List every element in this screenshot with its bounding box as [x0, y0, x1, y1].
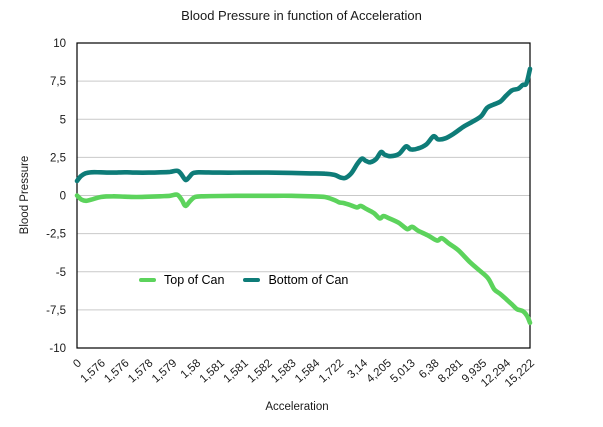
x-axis-title: Acceleration	[265, 401, 329, 413]
x-tick-label-14: 5,013	[388, 357, 417, 385]
legend-item-bottom-of-can: Bottom of Can	[243, 273, 348, 287]
series-line-bottom-of-can	[74, 66, 533, 184]
y-tick-label-6: -5	[56, 267, 66, 279]
y-tick-label-8: -10	[49, 343, 66, 355]
legend-swatch-top-of-can-icon	[139, 278, 156, 282]
x-tick-label-6: 1,581	[198, 357, 227, 385]
x-tick-label-1: 1,576	[78, 357, 107, 385]
x-tick-label-11: 1,722	[317, 357, 346, 385]
x-tick-label-2: 1,576	[102, 357, 131, 385]
x-tick-label-4: 1,579	[150, 357, 179, 385]
y-tick-label-2: 5	[60, 114, 66, 126]
x-tick-label-16: 8,281	[436, 357, 465, 385]
y-tick-label-5: -2,5	[46, 229, 66, 241]
y-tick-label-7: -7,5	[46, 305, 66, 317]
legend-item-top-of-can: Top of Can	[139, 273, 224, 287]
legend-label-top-of-can: Top of Can	[164, 273, 225, 287]
legend-swatch-bottom-of-can-icon	[243, 278, 261, 282]
y-tick-label-3: 2,5	[50, 152, 66, 164]
x-tick-label-13: 4,205	[365, 357, 394, 385]
y-tick-label-0: 10	[53, 38, 66, 50]
x-tick-label-9: 1,583	[269, 357, 298, 385]
x-tick-label-7: 1,581	[221, 357, 250, 385]
x-tick-label-8: 1,582	[245, 357, 274, 385]
x-tick-label-3: 1,578	[126, 357, 155, 385]
series-line-top-of-can	[74, 192, 533, 326]
y-tick-label-4: 0	[60, 191, 66, 203]
legend-label-bottom-of-can: Bottom of Can	[268, 273, 349, 287]
chart-title: Blood Pressure in function of Accelerati…	[181, 8, 422, 23]
x-tick-label-10: 1,584	[293, 357, 323, 386]
x-tick-label-0: 0	[71, 357, 84, 370]
y-tick-label-1: 7,5	[50, 76, 66, 88]
legend: Top of Can Bottom of Can	[139, 273, 348, 287]
